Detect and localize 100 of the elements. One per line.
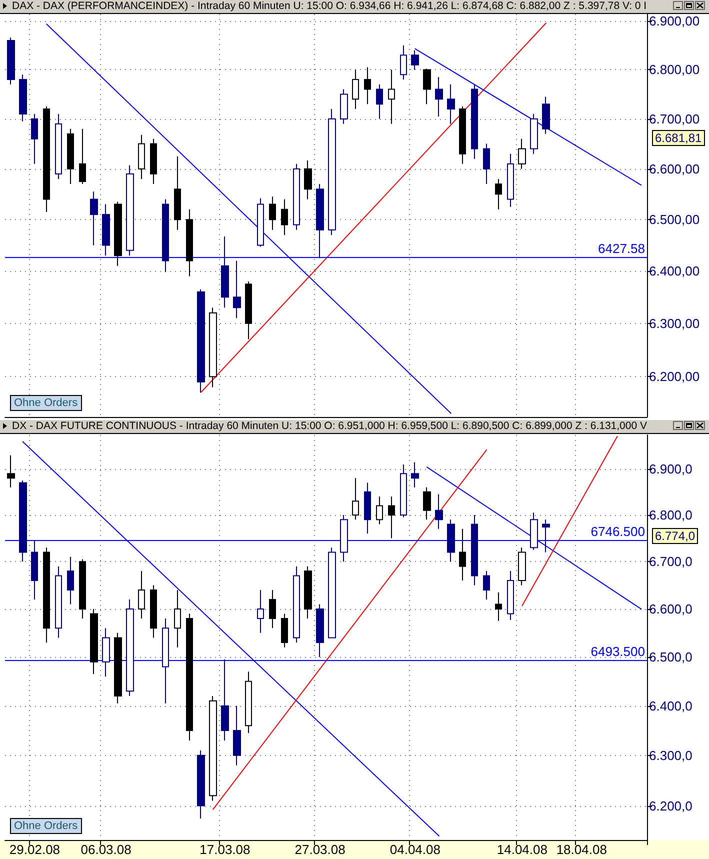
ref-line-label: 6493.500: [590, 644, 645, 660]
candlestick: [221, 658, 229, 741]
candlestick: [79, 128, 86, 185]
candlestick: [114, 632, 122, 704]
y-tick-label: 6.800,00: [649, 62, 700, 78]
candlestick: [90, 608, 98, 675]
y-tick-label: 6.400,0: [649, 698, 692, 714]
candlestick: [411, 462, 419, 488]
annotation: Ohne Orders: [10, 395, 82, 411]
candlestick: [459, 106, 466, 164]
candlestick: [328, 547, 336, 638]
candlestick: [530, 512, 538, 550]
candlestick: [90, 191, 98, 246]
candlestick: [138, 134, 145, 180]
candlestick: [304, 160, 312, 200]
candlestick: [352, 69, 359, 110]
candlestick: [328, 108, 336, 236]
x-tick-label: 14.04.08: [496, 842, 548, 857]
candlestick: [43, 547, 50, 644]
candlestick: [221, 236, 229, 308]
candlestick: [507, 153, 514, 208]
y-tick-label: 6.400,00: [649, 264, 700, 279]
candlestick: [7, 454, 15, 488]
candlestick: [245, 281, 252, 340]
candlestick: [542, 96, 550, 134]
candlestick: [471, 514, 478, 586]
candlestick: [281, 613, 288, 648]
candlestick: [316, 604, 324, 658]
y-tick-label: 6.700,00: [649, 111, 700, 126]
candlestick: [257, 198, 264, 248]
candlestick: [518, 138, 526, 170]
candlestick: [293, 163, 300, 230]
candlestick: [507, 570, 514, 620]
candlestick: [209, 696, 217, 802]
candlestick: [102, 204, 110, 256]
x-tick-label: 27.03.08: [294, 842, 346, 857]
y-tick-label: 6.600,0: [649, 601, 692, 616]
y-tick-label: 6.200,0: [649, 798, 692, 814]
candlestick: [19, 480, 27, 562]
candlestick: [293, 566, 300, 644]
y-tick-label: 6.300,00: [649, 316, 700, 331]
x-tick-label: 18.04.08: [556, 842, 607, 857]
candlestick: [364, 66, 371, 105]
y-tick-label: 6.600,00: [649, 161, 700, 176]
candlestick: [340, 514, 348, 562]
candlestick: [495, 178, 502, 210]
chart-title: DAX - DAX (PERFORMANCEINDEX) - Intraday 60 Minuten U: 15:00 O: 6.934,66 H: 6.941,26 L: 6.874,68 C: 6.882,00 Z : 5.397,78 V: 0 I: [12, 0, 647, 13]
candlestick: [67, 556, 74, 605]
candlestick: [269, 196, 276, 230]
y-tick-label: 6.700,0: [649, 554, 692, 570]
candlestick: [43, 106, 50, 212]
candlestick: [400, 464, 407, 518]
candlestick: [162, 198, 169, 273]
candlestick: [483, 570, 490, 600]
candlestick: [55, 113, 62, 180]
candlestick: [245, 671, 252, 734]
candlestick: [364, 482, 371, 534]
candlestick: [186, 208, 193, 277]
candlestick: [269, 589, 276, 629]
candlestick: [400, 44, 407, 80]
candlestick: [530, 113, 538, 154]
candlestick: [197, 288, 205, 394]
candlestick: [150, 138, 157, 185]
candlestick: [388, 69, 395, 124]
candlestick: [67, 128, 74, 185]
candlestick: [423, 68, 431, 105]
candlestick: [376, 84, 383, 120]
candlestick: [162, 618, 169, 704]
candlestick: [483, 143, 490, 185]
candlestick: [304, 566, 312, 620]
x-tick-label: 04.04.08: [390, 842, 440, 857]
candlestick: [352, 478, 359, 520]
ref-line-label: 6746.500: [590, 524, 645, 539]
candlestick: [19, 74, 27, 122]
candlestick: [257, 589, 264, 634]
candlestick: [376, 496, 383, 525]
candlestick: [79, 558, 86, 620]
candlestick: [281, 198, 288, 236]
y-tick-label: 6.900,0: [649, 462, 692, 477]
text: 6.774,0: [652, 528, 698, 544]
annotation: Ohne Orders: [10, 818, 82, 834]
candlestick: [388, 496, 395, 539]
candlestick: [55, 566, 62, 638]
candlestick: [186, 613, 193, 741]
candlestick: [518, 547, 526, 586]
y-tick-label: 6.200,00: [649, 369, 700, 384]
candlestick: [126, 164, 134, 256]
candlestick: [138, 570, 145, 620]
candlestick: [126, 598, 134, 697]
candlestick: [340, 88, 348, 124]
candlestick: [197, 750, 205, 820]
candlestick: [174, 589, 181, 648]
candlestick: [209, 307, 217, 388]
candlestick: [423, 486, 431, 520]
candlestick: [233, 260, 241, 319]
x-tick-label: 17.03.08: [200, 842, 250, 857]
ref-line-label: 6427.58: [598, 240, 645, 256]
candlestick: [447, 84, 455, 124]
x-tick-label: 29.02.08: [9, 842, 60, 857]
candlestick: [542, 519, 550, 553]
